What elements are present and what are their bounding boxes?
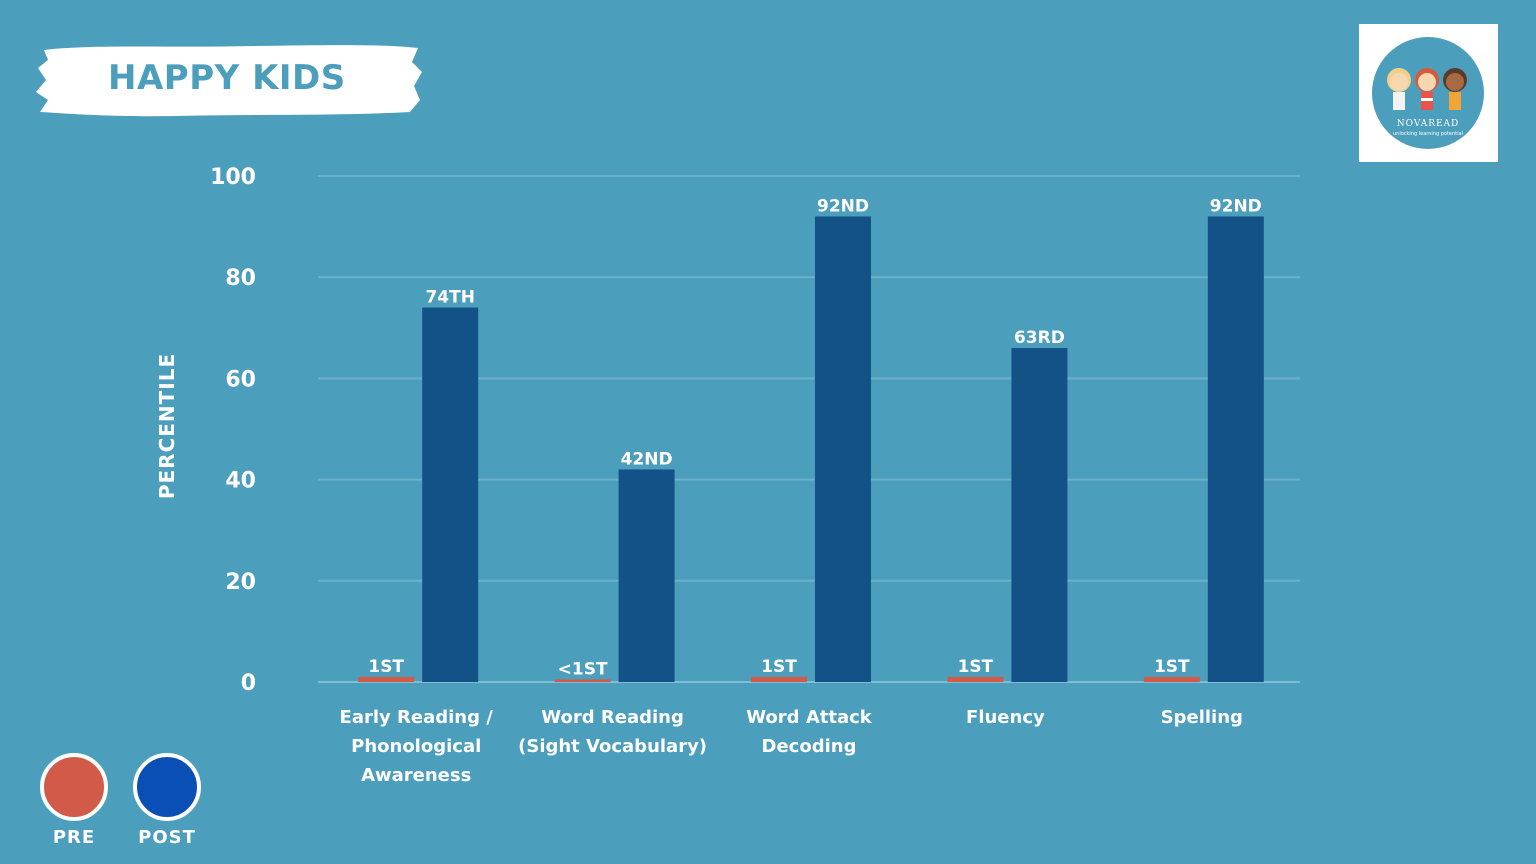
legend-pre-label: PRE bbox=[52, 827, 96, 848]
y-axis-label: PERCENTILE bbox=[155, 353, 179, 499]
legend-post-label: POST bbox=[138, 827, 196, 848]
y-tick-label: 80 bbox=[225, 266, 256, 291]
post-bar bbox=[422, 307, 479, 682]
x-category-label: Word Reading bbox=[541, 707, 684, 728]
pre-data-label: 1ST bbox=[958, 657, 994, 677]
x-category-label: Early Reading / bbox=[340, 707, 494, 728]
novaread-logo: NOVAREAD unlocking learning potential bbox=[1359, 24, 1498, 162]
post-bar bbox=[618, 469, 675, 682]
x-category-label: Word Attack bbox=[746, 707, 873, 728]
x-category-label: Fluency bbox=[966, 707, 1045, 728]
post-data-label: 74TH bbox=[425, 288, 474, 308]
kids-illustration-icon bbox=[1387, 68, 1467, 110]
y-tick-label: 20 bbox=[225, 570, 256, 595]
pre-data-label: 1ST bbox=[1154, 657, 1190, 677]
pre-data-label: 1ST bbox=[368, 657, 404, 677]
post-bar bbox=[1207, 216, 1264, 683]
x-category-label: Awareness bbox=[361, 765, 471, 786]
pre-bar bbox=[751, 676, 807, 682]
pre-bar bbox=[947, 676, 1004, 682]
x-category-label: Phonological bbox=[351, 736, 481, 757]
x-category-label: Spelling bbox=[1161, 707, 1243, 728]
post-bar bbox=[1011, 348, 1068, 682]
logo-brand: NOVAREAD bbox=[1397, 119, 1460, 129]
y-tick-label: 100 bbox=[210, 165, 256, 190]
post-data-label: 92ND bbox=[817, 196, 869, 216]
legend-post-dot bbox=[133, 753, 201, 821]
pre-bar bbox=[554, 679, 611, 682]
post-data-label: 42ND bbox=[621, 449, 673, 469]
post-bar bbox=[815, 216, 871, 683]
logo-tagline: unlocking learning potential bbox=[1393, 131, 1463, 137]
post-data-label: 63RD bbox=[1014, 328, 1065, 348]
pre-data-label: 1ST bbox=[761, 657, 797, 677]
y-tick-label: 0 bbox=[241, 671, 256, 696]
y-tick-label: 60 bbox=[225, 367, 256, 392]
legend-pre-dot bbox=[40, 753, 108, 821]
pre-bar bbox=[358, 676, 415, 682]
page-title: HAPPY KIDS bbox=[108, 58, 346, 98]
x-category-label: Decoding bbox=[762, 736, 857, 757]
pre-bar bbox=[1143, 676, 1200, 682]
y-tick-label: 40 bbox=[225, 469, 256, 494]
x-category-label: (Sight Vocabulary) bbox=[518, 736, 707, 757]
title-brush-banner bbox=[36, 45, 422, 117]
pre-data-label: <1ST bbox=[558, 659, 608, 679]
post-data-label: 92ND bbox=[1210, 196, 1262, 216]
